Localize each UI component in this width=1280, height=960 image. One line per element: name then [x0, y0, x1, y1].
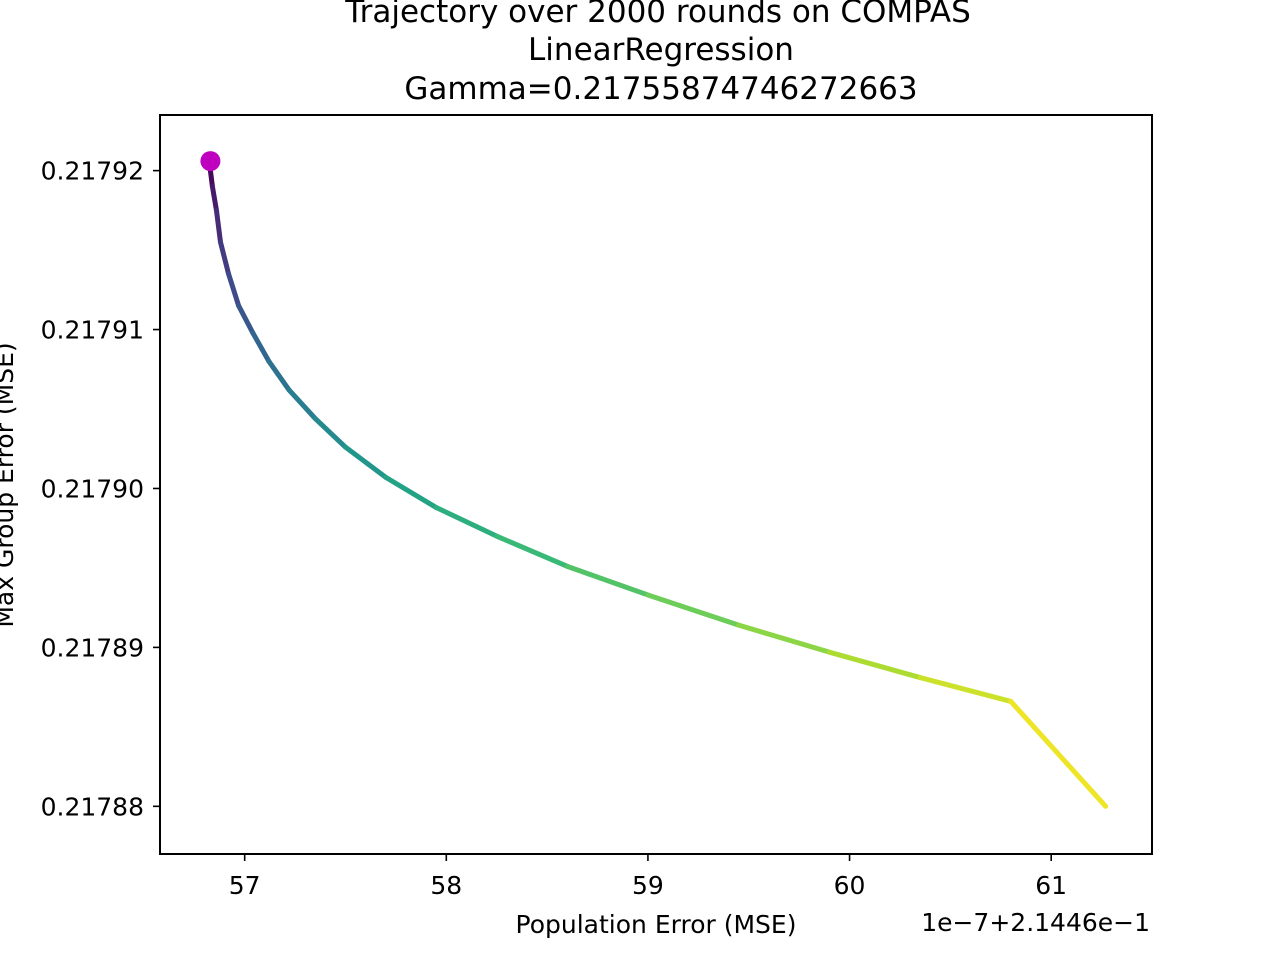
trajectory-segment	[494, 533, 570, 569]
trajectory-segment	[383, 474, 439, 511]
trajectory-segment	[342, 444, 389, 480]
trajectory-segment	[433, 505, 500, 539]
trajectory-segment	[207, 168, 215, 190]
y-axis-label: Max Group Error (MSE)	[0, 342, 19, 627]
trajectory-segment	[209, 184, 219, 213]
trajectory-segment	[917, 675, 1014, 704]
trajectory-segment	[826, 649, 923, 681]
title-line-1: Trajectory over 2000 rounds on COMPAS	[344, 0, 971, 30]
trajectory-segment	[226, 271, 242, 309]
trajectory-segment	[266, 358, 292, 393]
trajectory-segment	[213, 207, 223, 245]
trajectory-segment	[312, 416, 348, 450]
trajectory-segment	[564, 563, 651, 598]
y-tick-label: 0.21789	[41, 633, 144, 662]
x-axis: 57 58 59 60 61	[229, 854, 1067, 900]
trajectory-segment	[286, 387, 318, 422]
plot-area	[200, 151, 1109, 809]
chart-title: Trajectory over 2000 rounds on COMPAS Li…	[344, 0, 971, 107]
trajectory-segment	[217, 239, 232, 277]
y-axis: 0.21788 0.21789 0.21790 0.21791 0.21792	[41, 157, 160, 821]
x-tick-label: 60	[834, 871, 866, 900]
start-point-marker	[200, 151, 221, 172]
x-tick-label: 61	[1035, 871, 1067, 900]
trajectory-segment	[645, 592, 742, 628]
y-tick-label: 0.21792	[41, 157, 144, 186]
y-tick-label: 0.21788	[41, 792, 144, 821]
axes-frame	[159, 114, 1153, 855]
trajectory-segment	[236, 303, 256, 336]
x-tick-label: 58	[430, 871, 462, 900]
x-tick-label: 57	[229, 871, 261, 900]
trajectory-segment	[250, 330, 272, 364]
y-tick-label: 0.21790	[41, 474, 144, 503]
x-tick-label: 59	[632, 871, 664, 900]
trajectory-segment	[1008, 698, 1109, 809]
title-line-3: Gamma=0.21755874746272663	[404, 71, 917, 107]
x-offset-label: 1e−7+2.1446e−1	[921, 908, 1150, 937]
trajectory-segment	[736, 622, 832, 655]
x-axis-label: Population Error (MSE)	[516, 910, 797, 939]
y-tick-label: 0.21791	[41, 316, 144, 345]
title-line-2: LinearRegression	[528, 32, 794, 68]
